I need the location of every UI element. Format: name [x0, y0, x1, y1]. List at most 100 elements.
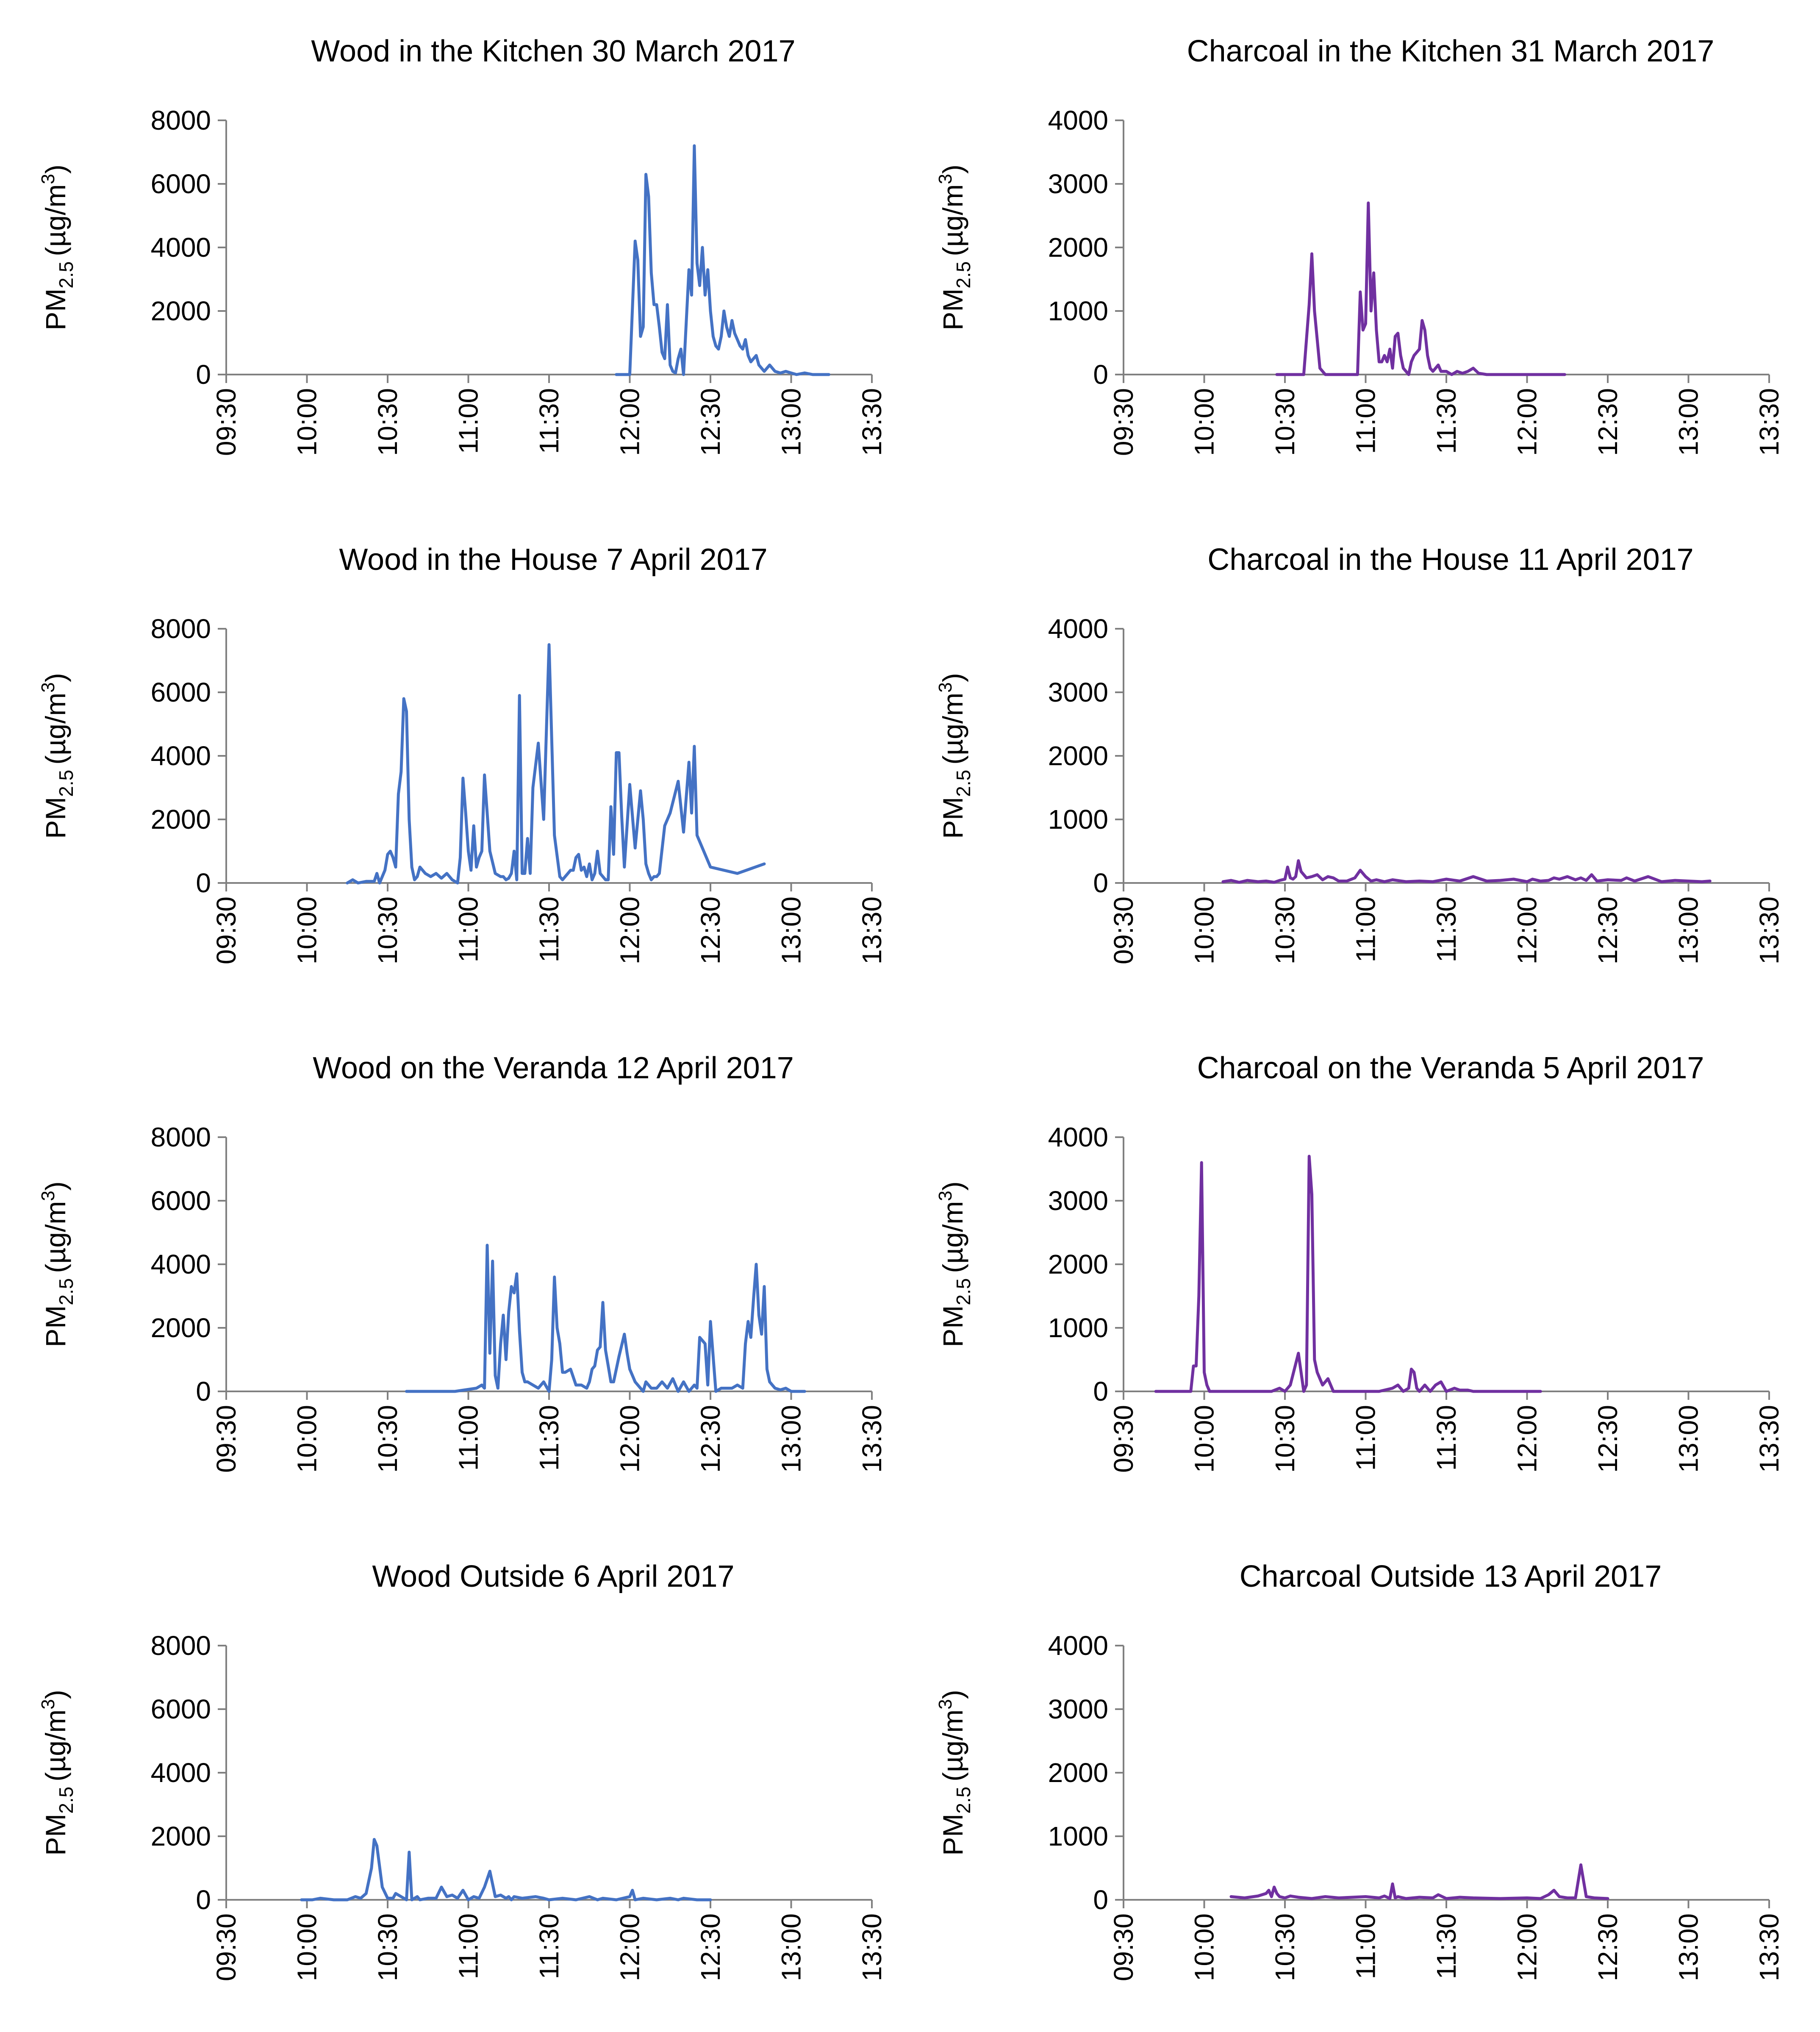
x-tick-label: 13:00	[776, 1405, 807, 1473]
x-tick-label: 13:30	[857, 1405, 887, 1473]
x-tick-label: 10:00	[1189, 1405, 1220, 1473]
x-tick-label: 11:30	[1431, 1405, 1462, 1471]
y-axis-label-close: )	[40, 164, 71, 174]
y-axis-label-main: PM	[40, 1305, 71, 1347]
x-tick-label: 11:00	[1351, 897, 1381, 962]
data-series-line	[1275, 201, 1566, 376]
x-tick-label: 12:00	[615, 388, 645, 456]
x-tick-label: 10:30	[372, 388, 403, 456]
y-axis-label-units: (µg/m	[937, 1710, 968, 1782]
data-series-line	[615, 144, 830, 376]
x-tick-label: 12:00	[1512, 1913, 1543, 1981]
y-tick-label: 1000	[1048, 296, 1108, 326]
y-tick-label: 4000	[151, 1249, 211, 1280]
x-tick-label: 09:30	[211, 388, 241, 456]
y-tick-label: 3000	[1048, 677, 1108, 708]
y-tick-label: 2000	[1048, 1757, 1108, 1788]
y-axis-label-subscript: 2.5	[55, 1278, 77, 1305]
x-tick-label: 09:30	[1108, 1913, 1139, 1981]
y-tick-label: 4000	[1048, 1630, 1108, 1661]
y-axis-label-subscript: 2.5	[55, 770, 77, 797]
y-tick-label: 6000	[151, 1694, 211, 1724]
y-tick-label: 2000	[151, 804, 211, 835]
x-tick-label: 13:30	[1754, 388, 1784, 456]
x-tick-label: 11:00	[1351, 1913, 1381, 1979]
y-tick-label: 2000	[151, 1313, 211, 1343]
y-axis-label-units: (µg/m	[40, 184, 71, 256]
x-tick-label: 13:30	[1754, 1405, 1784, 1473]
x-tick-label: 12:30	[695, 1405, 726, 1473]
x-tick-label: 09:30	[1108, 388, 1139, 456]
x-tick-label: 12:00	[615, 897, 645, 964]
y-axis-label-superscript: 3	[935, 1699, 956, 1709]
y-axis-label-main: PM	[937, 1814, 968, 1856]
y-axis-label-subscript: 2.5	[55, 1787, 77, 1814]
chart-panel: Charcoal in the House 11 April 2017 PM2.5…	[935, 543, 1784, 964]
x-tick-label: 09:30	[1108, 1405, 1139, 1473]
x-tick-label: 12:00	[1512, 388, 1543, 456]
x-tick-label: 12:00	[615, 1913, 645, 1981]
y-axis-label-superscript: 3	[38, 174, 58, 184]
x-tick-label: 09:30	[211, 1913, 241, 1981]
x-tick-label: 13:30	[857, 1913, 887, 1981]
x-tick-label: 10:00	[292, 1405, 322, 1473]
x-tick-label: 13:00	[1673, 1405, 1704, 1473]
y-tick-label: 6000	[151, 1185, 211, 1216]
x-tick-label: 13:30	[1754, 1913, 1784, 1981]
y-axis-label-superscript: 3	[935, 174, 956, 184]
y-tick-label: 1000	[1048, 1821, 1108, 1852]
y-tick-label: 4000	[1048, 1122, 1108, 1152]
y-axis-label-subscript: 2.5	[952, 770, 974, 797]
y-tick-label: 2000	[151, 1821, 211, 1852]
y-tick-label: 2000	[1048, 232, 1108, 263]
y-axis-label: PM2.5 (µg/m3)	[38, 1690, 77, 1855]
chart-title: Charcoal in the House 11 April 2017	[1207, 543, 1693, 577]
chart-panel: Charcoal Outside 13 April 2017 PM2.5 (µg/m…	[935, 1560, 1784, 1981]
x-tick-label: 13:30	[857, 897, 887, 964]
x-tick-label: 10:00	[1189, 388, 1220, 456]
chart-title: Charcoal on the Veranda 5 April 2017	[1197, 1051, 1704, 1085]
x-tick-label: 11:00	[453, 1405, 484, 1471]
y-axis-label-main: PM	[937, 1305, 968, 1347]
y-axis-label-main: PM	[40, 797, 71, 839]
chart-title: Wood in the Kitchen 30 March 2017	[311, 34, 795, 68]
y-tick-label: 0	[196, 1885, 211, 1915]
y-tick-label: 2000	[1048, 741, 1108, 771]
x-tick-label: 11:00	[453, 1913, 484, 1979]
y-tick-label: 6000	[151, 169, 211, 199]
x-tick-label: 09:30	[211, 897, 241, 964]
y-tick-label: 4000	[151, 232, 211, 263]
y-axis-label-units: (µg/m	[40, 1201, 71, 1273]
y-tick-label: 0	[1093, 1376, 1108, 1407]
x-tick-label: 11:00	[453, 388, 484, 454]
x-tick-label: 10:00	[1189, 897, 1220, 964]
y-tick-label: 4000	[1048, 105, 1108, 136]
data-series-line	[1154, 1155, 1542, 1393]
y-axis-label: PM2.5 (µg/m3)	[935, 1181, 974, 1347]
y-tick-label: 4000	[1048, 613, 1108, 644]
y-tick-label: 3000	[1048, 1694, 1108, 1724]
x-tick-label: 10:30	[372, 1405, 403, 1473]
y-axis-label: PM2.5 (µg/m3)	[38, 673, 77, 838]
y-tick-label: 8000	[151, 613, 211, 644]
x-tick-label: 13:00	[776, 1913, 807, 1981]
y-axis-label-units: (µg/m	[937, 693, 968, 765]
chart-panel: Charcoal on the Veranda 5 April 2017 PM2.…	[935, 1051, 1784, 1473]
y-tick-label: 0	[1093, 1885, 1108, 1915]
x-tick-label: 12:30	[695, 1913, 726, 1981]
x-tick-label: 11:30	[534, 1405, 564, 1471]
x-tick-label: 11:30	[534, 897, 564, 962]
x-tick-label: 10:30	[372, 897, 403, 964]
y-axis-label-close: )	[937, 673, 968, 682]
y-axis-label: PM2.5 (µg/m3)	[935, 1690, 974, 1855]
x-tick-label: 11:00	[1351, 388, 1381, 454]
data-series-line	[346, 643, 766, 885]
x-tick-label: 09:30	[1108, 897, 1139, 964]
y-tick-label: 0	[1093, 359, 1108, 390]
data-series-line	[300, 1838, 712, 1902]
y-axis-label-superscript: 3	[38, 1191, 58, 1201]
y-axis-label-superscript: 3	[935, 682, 956, 692]
y-axis-label-main: PM	[40, 1814, 71, 1856]
x-tick-label: 13:30	[1754, 897, 1784, 964]
